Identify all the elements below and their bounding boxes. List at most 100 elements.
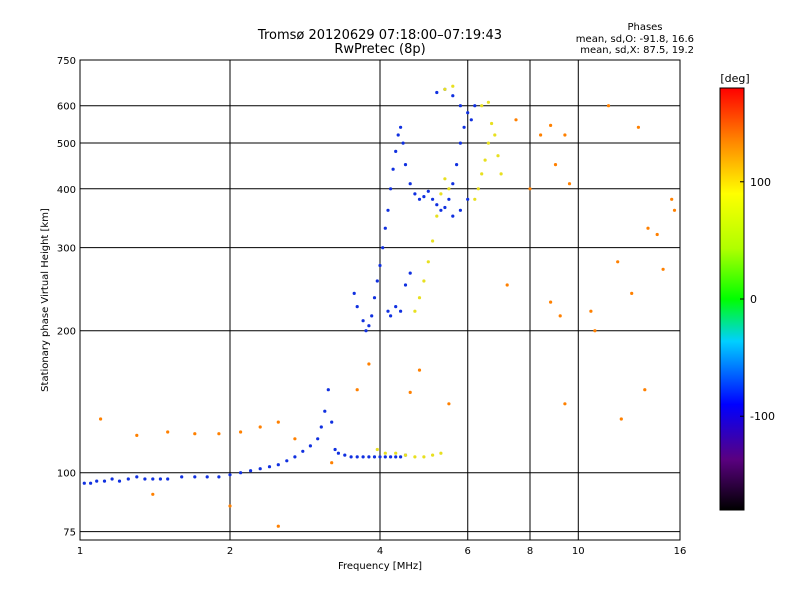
- data-point: [378, 263, 382, 268]
- data-point: [399, 455, 403, 459]
- data-point: [239, 471, 243, 475]
- data-point: [558, 314, 562, 318]
- data-point: [496, 154, 500, 158]
- data-point: [549, 300, 553, 304]
- data-point: [480, 104, 484, 108]
- data-point: [403, 283, 408, 287]
- x-tick-label: 2: [227, 546, 233, 557]
- phases-x-line: mean, sd,X: 87.5, 19.2: [580, 45, 694, 56]
- data-point: [553, 163, 558, 167]
- data-point: [330, 420, 334, 424]
- chart-subtitle: RwPretec (8p): [334, 42, 425, 57]
- data-point: [413, 309, 417, 313]
- data-point: [408, 271, 412, 275]
- data-point: [431, 197, 435, 201]
- data-point: [447, 197, 451, 201]
- data-point: [180, 475, 184, 479]
- data-point: [630, 291, 634, 295]
- data-point: [422, 455, 426, 459]
- data-point: [399, 309, 403, 313]
- data-points: [82, 84, 677, 528]
- data-point: [326, 388, 330, 392]
- data-point: [367, 455, 371, 459]
- x-tick-label: 6: [465, 546, 471, 557]
- data-point: [672, 208, 677, 212]
- data-point: [636, 125, 641, 129]
- data-point: [267, 465, 272, 469]
- data-point: [166, 430, 170, 434]
- data-point: [563, 133, 567, 137]
- x-tick-label: 4: [377, 546, 383, 557]
- data-point: [293, 455, 297, 459]
- data-point: [451, 84, 455, 88]
- data-point: [258, 467, 262, 471]
- x-tick-label: 16: [674, 546, 687, 557]
- data-point: [458, 104, 462, 108]
- data-point: [95, 479, 99, 483]
- data-point: [386, 208, 390, 212]
- phases-heading: Phases: [627, 22, 662, 33]
- data-point: [458, 141, 462, 145]
- y-tick-label: 600: [57, 102, 76, 113]
- data-point: [293, 437, 297, 441]
- data-point: [336, 451, 340, 455]
- data-point: [217, 432, 221, 436]
- data-point: [389, 187, 393, 191]
- data-point: [417, 368, 422, 372]
- data-point: [483, 158, 487, 162]
- x-tick-label: 1: [77, 546, 83, 557]
- data-point: [355, 305, 359, 309]
- data-point: [193, 432, 197, 436]
- data-point: [355, 455, 359, 459]
- data-point: [239, 430, 243, 434]
- data-point: [514, 118, 518, 122]
- x-tick-label: 10: [572, 546, 585, 557]
- data-point: [383, 451, 387, 455]
- x-axis-ticks: 1 2 4 6 8 10 16: [77, 546, 687, 557]
- data-point: [249, 469, 253, 473]
- data-point: [466, 197, 470, 201]
- data-point: [539, 133, 543, 137]
- data-point: [439, 208, 443, 212]
- data-point: [151, 477, 155, 481]
- data-point: [102, 479, 107, 483]
- data-point: [435, 90, 439, 95]
- data-point: [443, 87, 447, 91]
- data-point: [646, 226, 650, 230]
- data-point: [439, 451, 443, 455]
- data-point: [372, 296, 377, 300]
- data-point: [276, 463, 280, 467]
- data-point: [408, 390, 412, 394]
- data-point: [670, 197, 674, 201]
- data-point: [480, 172, 484, 176]
- data-point: [364, 329, 368, 333]
- data-point: [486, 100, 490, 104]
- data-point: [383, 455, 387, 459]
- data-point: [462, 125, 466, 129]
- data-point: [528, 187, 532, 191]
- data-point: [394, 305, 398, 309]
- data-point: [276, 524, 280, 528]
- data-point: [431, 453, 435, 457]
- phases-o-line: mean, sd,O: -91.8, 16.6: [576, 34, 694, 45]
- data-point: [455, 163, 459, 167]
- data-point: [82, 481, 86, 485]
- colorbar-tick-label: 0: [750, 293, 757, 306]
- data-point: [435, 203, 439, 207]
- data-point: [383, 226, 387, 230]
- data-point: [217, 475, 221, 479]
- data-point: [349, 455, 353, 459]
- data-point: [447, 187, 451, 191]
- chart-title: Tromsø 20120629 07:18:00–07:19:43: [257, 28, 502, 43]
- data-point: [473, 197, 477, 201]
- y-tick-label: 750: [57, 56, 76, 67]
- data-point: [643, 388, 647, 392]
- y-tick-label: 300: [57, 244, 76, 255]
- data-point: [375, 447, 379, 452]
- data-point: [110, 477, 114, 481]
- data-point: [616, 260, 620, 264]
- data-point: [451, 214, 455, 218]
- colorbar-tick-label: -100: [750, 410, 775, 423]
- data-point: [361, 455, 365, 459]
